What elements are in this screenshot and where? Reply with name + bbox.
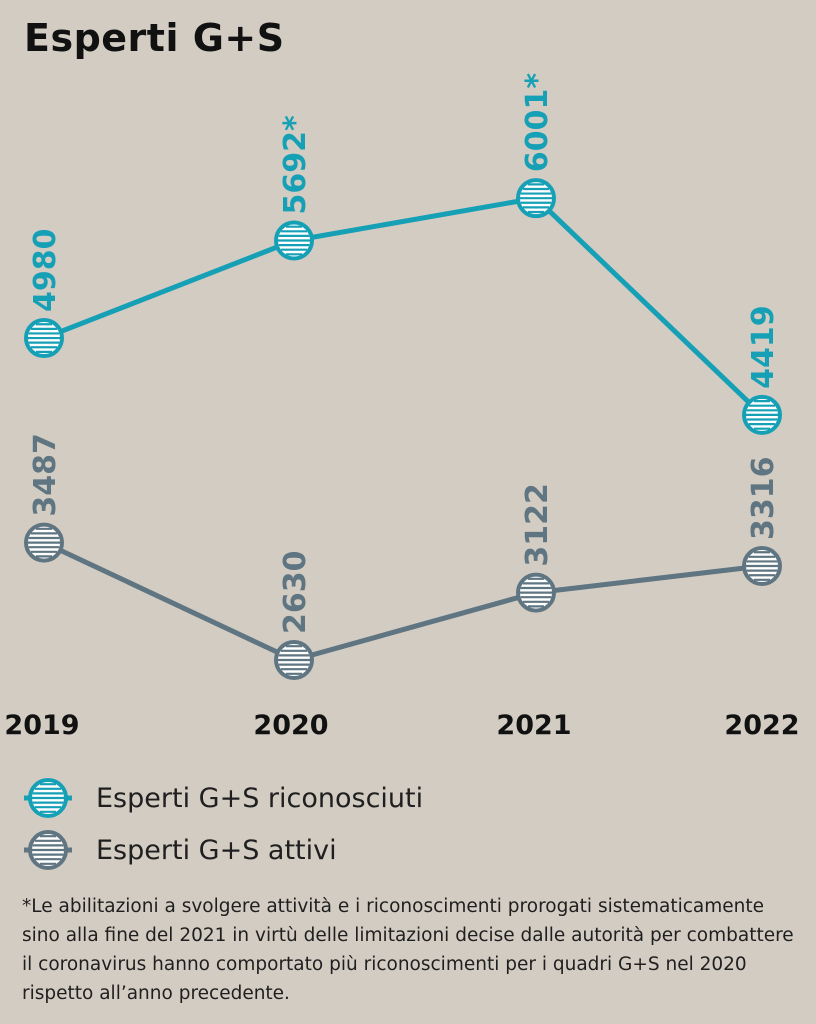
data-point-attivi-2020 bbox=[274, 640, 314, 680]
x-axis-labels: 2019 2020 2021 2022 bbox=[4, 710, 799, 741]
value-labels: 4980 5692* 6001* 4419 3487 2630 3122 3316 bbox=[28, 73, 781, 634]
data-point-attivi-2019 bbox=[24, 522, 64, 563]
value-label-attivi-2022: 3316 bbox=[746, 457, 781, 541]
footnote: *Le abilitazioni a svolgere attività e i… bbox=[22, 896, 794, 1004]
legend-marker-riconosciuti bbox=[24, 778, 72, 818]
legend-label-riconosciuti: Esperti G+S riconosciuti bbox=[96, 782, 424, 814]
data-point-riconosciuti-2021 bbox=[516, 178, 556, 219]
value-label-attivi-2020: 2630 bbox=[278, 551, 313, 635]
data-point-riconosciuti-2022 bbox=[742, 394, 782, 435]
chart-title: Esperti G+S bbox=[24, 16, 285, 60]
legend-label-attivi: Esperti G+S attivi bbox=[96, 834, 337, 866]
series-lines bbox=[42, 195, 764, 663]
legend-item-attivi: Esperti G+S attivi bbox=[22, 830, 337, 870]
series-markers bbox=[24, 178, 782, 680]
legend-item-riconosciuti: Esperti G+S riconosciuti bbox=[22, 778, 423, 818]
data-point-attivi-2021 bbox=[516, 572, 556, 613]
value-label-riconosciuti-2021: 6001* bbox=[520, 73, 555, 172]
series-line-attivi bbox=[42, 540, 763, 663]
value-label-attivi-2019: 3487 bbox=[28, 433, 63, 517]
x-tick-2019: 2019 bbox=[4, 710, 79, 741]
legend-symbol-attivi bbox=[28, 830, 68, 870]
value-label-riconosciuti-2022: 4419 bbox=[746, 305, 781, 389]
value-label-riconosciuti-2019: 4980 bbox=[28, 229, 63, 313]
data-point-riconosciuti-2019 bbox=[24, 318, 64, 359]
value-label-riconosciuti-2020: 5692* bbox=[278, 115, 313, 214]
legend-marker-attivi bbox=[24, 830, 72, 870]
x-tick-2020: 2020 bbox=[253, 710, 328, 741]
data-point-attivi-2022 bbox=[742, 546, 782, 587]
data-point-riconosciuti-2020 bbox=[274, 220, 314, 261]
x-tick-2022: 2022 bbox=[724, 710, 799, 741]
series-line-riconosciuti bbox=[43, 195, 764, 417]
x-tick-2021: 2021 bbox=[496, 710, 571, 741]
legend-symbol-riconosciuti bbox=[28, 778, 68, 818]
value-label-attivi-2021: 3122 bbox=[520, 483, 555, 567]
